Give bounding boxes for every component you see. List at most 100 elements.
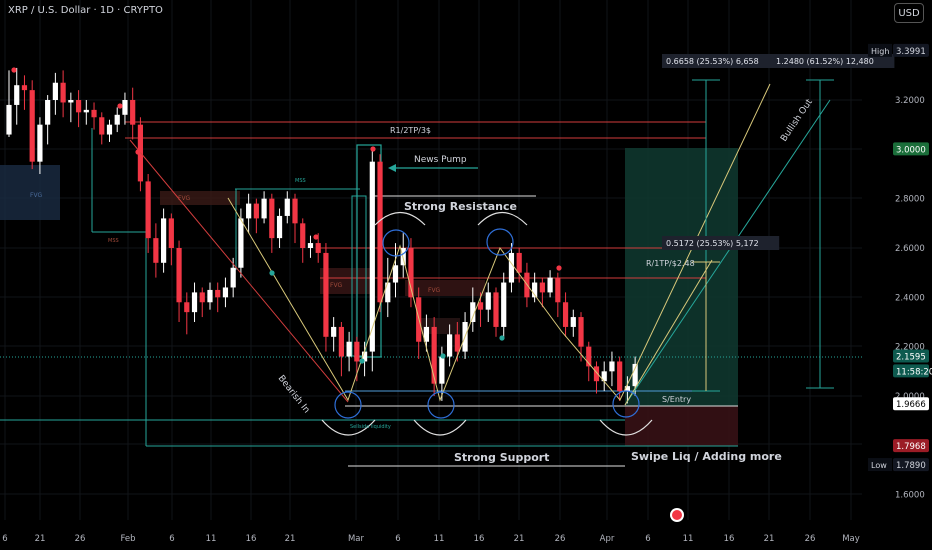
- price-tag: [893, 349, 929, 363]
- x-tick-label: 26: [805, 534, 816, 544]
- pivot-circle: [486, 228, 514, 256]
- candle-body: [307, 243, 314, 248]
- candle-body: [184, 302, 190, 313]
- price-tag: [893, 397, 929, 411]
- candle: [570, 309, 576, 337]
- candle: [6, 70, 12, 137]
- candle-body: [207, 289, 213, 303]
- y-tick-label: 1.6000: [895, 491, 925, 501]
- candle-body: [624, 386, 630, 392]
- candle: [45, 95, 51, 145]
- measure-box: [662, 236, 780, 250]
- pattern-lines: [11, 67, 834, 436]
- price-tag: [893, 43, 929, 57]
- candle-body: [315, 243, 321, 253]
- candle-body: [37, 124, 43, 162]
- candle: [68, 92, 74, 123]
- symbol-title: XRP / U.S. Dollar · 1D · CRYPTO: [8, 5, 163, 16]
- bullish-out-line: [624, 99, 831, 406]
- candle-body: [617, 361, 623, 392]
- candle: [122, 92, 128, 125]
- candle: [493, 287, 499, 337]
- candle-body: [377, 161, 383, 303]
- candle: [29, 80, 35, 170]
- candle-body: [176, 248, 182, 303]
- candle: [161, 208, 167, 273]
- candle-body: [52, 82, 58, 100]
- swipe-liq-label: Swipe Liq / Adding more: [631, 450, 782, 463]
- candle: [624, 376, 630, 404]
- candle-body: [168, 218, 174, 248]
- currency-button[interactable]: USD: [894, 3, 924, 23]
- y-tick-label: 2.8000: [895, 195, 925, 205]
- candle-body: [91, 109, 97, 118]
- candle: [261, 191, 267, 224]
- candle-body: [493, 292, 499, 327]
- x-tick-label: 16: [724, 534, 735, 544]
- x-tick-label: May: [842, 534, 860, 544]
- price-tag: [893, 142, 929, 156]
- price-axis: 3.2000 3.0000 2.8000 2.6000 2.4000 2.2000 2.00…: [868, 43, 932, 501]
- candle-body: [230, 267, 236, 288]
- top-arc: [374, 211, 426, 226]
- news-pump-box: [356, 144, 382, 358]
- candle-body: [586, 346, 592, 367]
- bottom-arc: [321, 419, 376, 436]
- candle-body: [539, 282, 545, 293]
- stop-zone: [625, 406, 738, 446]
- y-tick-label: 2.0000: [895, 392, 925, 402]
- candle-body: [439, 356, 445, 384]
- candle-body: [632, 363, 638, 387]
- measure-box-label: 0.5172 (25.53%) 5,172: [666, 239, 759, 248]
- candle: [516, 248, 522, 283]
- candle-body: [60, 82, 66, 103]
- fvg-label: FVG: [178, 195, 191, 202]
- candle-body: [83, 109, 89, 113]
- x-tick-label: 21: [514, 534, 525, 544]
- candle-body: [454, 334, 460, 352]
- candle: [609, 351, 615, 387]
- mss-label: MSS: [108, 238, 119, 244]
- candle: [578, 312, 584, 362]
- candle: [385, 257, 391, 318]
- candle-body: [6, 104, 12, 135]
- candle-body: [485, 292, 491, 310]
- y-tick-label: 2.6000: [895, 244, 925, 254]
- candle: [392, 243, 399, 298]
- price-tag-value: 1.9666: [896, 400, 926, 410]
- candle: [369, 149, 375, 372]
- x-tick-label: 6: [395, 534, 400, 544]
- event-icon-inner: [672, 510, 682, 520]
- x-tick-label: 6: [169, 534, 174, 544]
- candle-body: [431, 326, 437, 384]
- bottom-arc: [413, 419, 467, 436]
- candle: [276, 208, 283, 248]
- price-tag: [893, 364, 929, 378]
- candle-body: [199, 292, 205, 303]
- signal-dot: [117, 103, 123, 109]
- news-pump-label: News Pump: [414, 155, 467, 165]
- candle-body: [191, 292, 198, 313]
- candle: [423, 314, 430, 352]
- x-tick-label: 26: [555, 534, 566, 544]
- candle: [14, 67, 20, 125]
- r1-label: R1/2TP/3$: [390, 126, 431, 135]
- candle: [222, 277, 229, 308]
- candle-body: [354, 341, 360, 362]
- r-tp-label: R/1TP/$2.48: [646, 259, 695, 268]
- candle: [593, 361, 600, 394]
- candle-body: [222, 287, 229, 298]
- x-tick-label: 11: [434, 534, 445, 544]
- candle-body: [284, 198, 290, 216]
- x-tick-label: Feb: [120, 534, 135, 544]
- signal-dot: [556, 265, 562, 271]
- candle: [184, 292, 190, 335]
- candle-body: [385, 282, 391, 303]
- candle-body: [161, 218, 167, 263]
- candle-body: [408, 248, 414, 298]
- candle: [346, 331, 352, 372]
- signal-dot: [499, 335, 505, 341]
- top-arc: [477, 211, 528, 226]
- fvg-label: FVG: [330, 282, 343, 289]
